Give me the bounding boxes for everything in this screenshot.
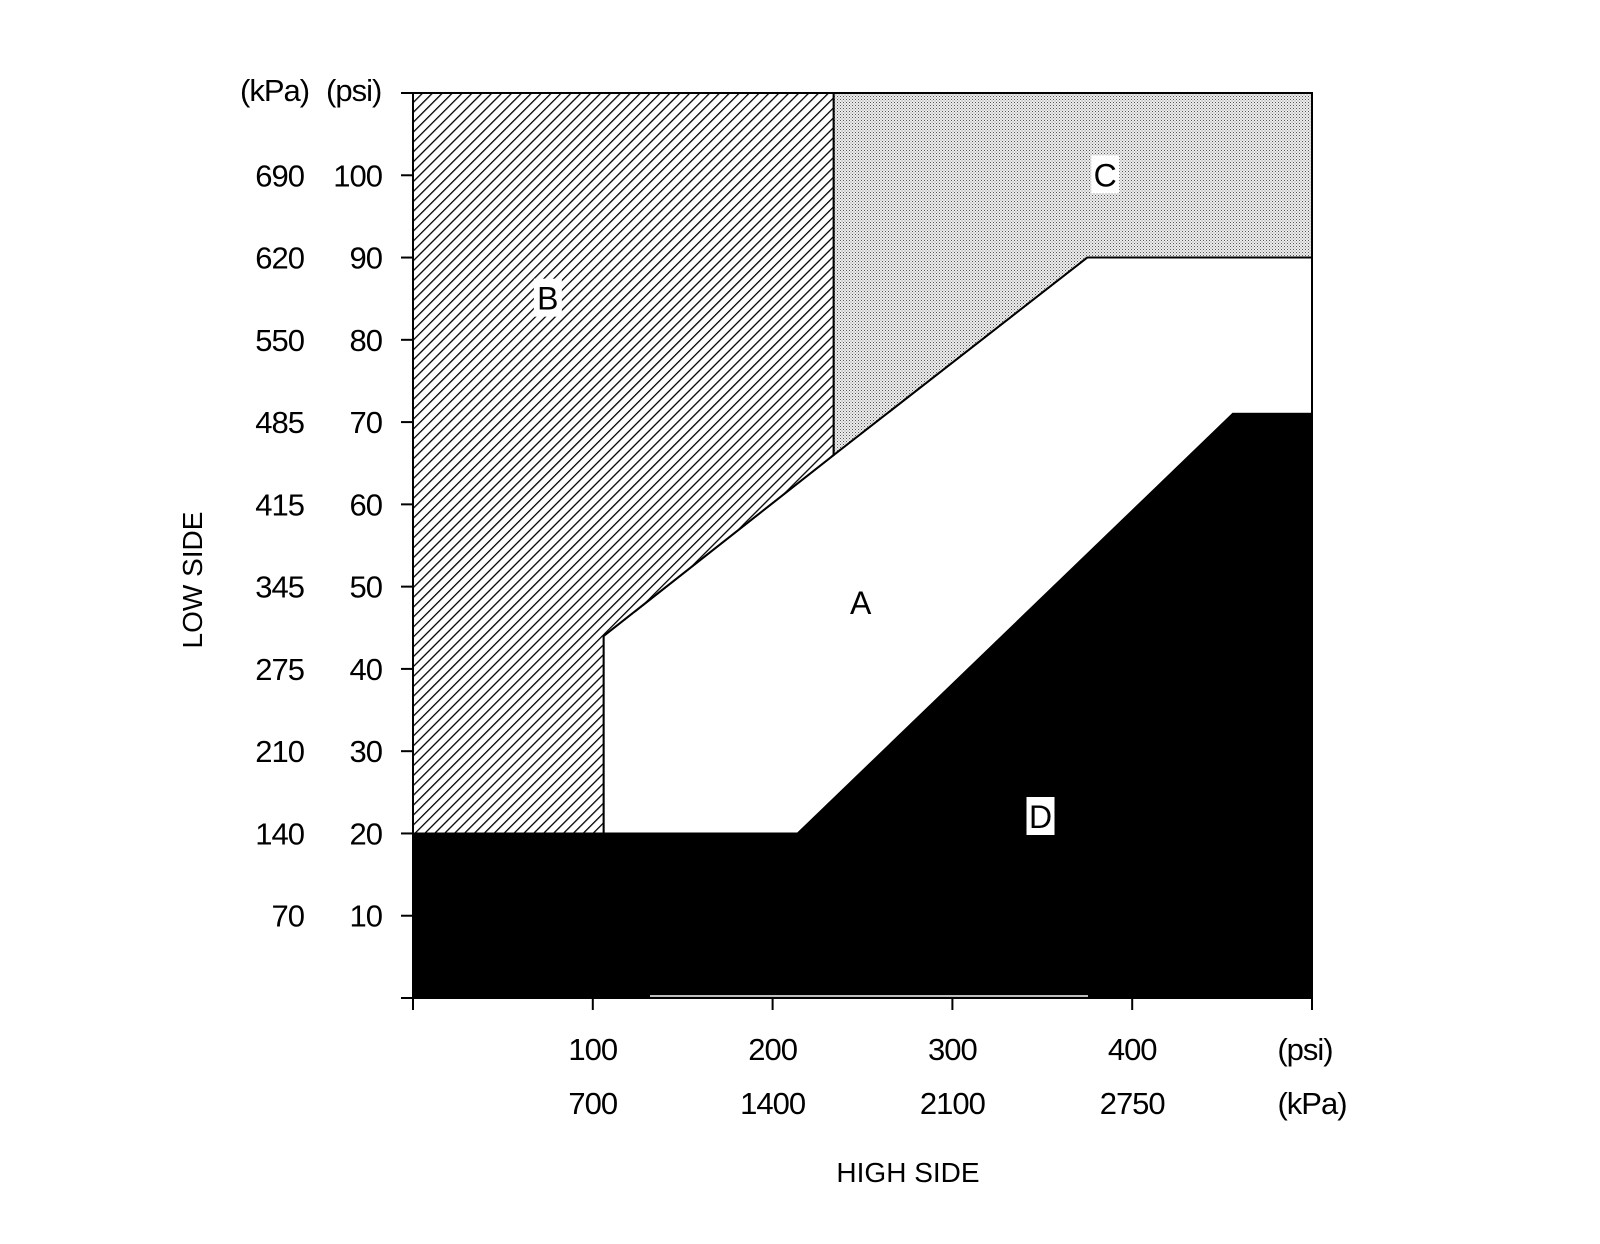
x-tick-label-kpa: 2750 [1100,1086,1166,1121]
y-tick-label-psi: 20 [350,816,383,851]
region-labels: A B C D [533,155,1120,835]
y-tick-label-kpa: 550 [255,323,304,358]
region-c-label-bg [1091,155,1120,194]
y-tick-label-psi: 60 [350,487,383,522]
y-tick-label-kpa: 345 [255,570,304,605]
region-a-label: A [850,585,872,621]
x-tick-label-psi: 300 [928,1032,977,1067]
x-tick-label-kpa: 2100 [920,1086,986,1121]
x-unit-label-kpa: (kPa) [1277,1086,1346,1121]
chart-axes [401,92,1313,1010]
region-d-label-bg [1026,797,1055,835]
y-tick-label-kpa: 415 [255,487,304,522]
y-tick-label-kpa: 140 [255,816,304,851]
region-d-label: D [1029,799,1052,835]
y-tick-label-kpa: 70 [272,899,305,934]
y-unit-label-psi: (psi) [326,73,381,108]
x-unit-label-psi: (psi) [1277,1032,1332,1067]
y-tick-label-kpa: 620 [255,241,304,276]
x-tick-label-psi: 200 [748,1032,797,1067]
y-tick-label-psi: 50 [350,570,383,605]
y-tick-label-psi: 100 [333,158,382,193]
y-tick-label-psi: 90 [350,241,383,276]
x-tick-label-kpa: 700 [568,1086,617,1121]
y-tick-label-psi: 40 [350,652,383,687]
plot-frame [412,92,1313,999]
y-tick-label-psi: 80 [350,323,383,358]
y-tick-label-kpa: 690 [255,158,304,193]
y-tick-label-psi: 70 [350,405,383,440]
y-tick-label-kpa: 275 [255,652,304,687]
y-tick-labels: 70 10 140 20 210 30 275 40 345 50 415 60 485 70 550 80 6… [240,73,384,934]
region-b-label: B [537,281,558,317]
y-tick-label-psi: 10 [350,899,383,934]
region-c-label: C [1094,157,1117,193]
x-tick-label-psi: 100 [568,1032,617,1067]
region-b-label-bg [533,278,562,317]
x-tick-labels: 100 700 200 1400 300 2100 400 2750 (psi) (kPa) [568,1032,1347,1121]
y-tick-label-kpa: 210 [255,734,304,769]
x-axis-title: HIGH SIDE [836,1157,979,1188]
x-tick-label-kpa: 1400 [740,1086,806,1121]
y-axis-title: LOW SIDE [177,512,208,649]
y-tick-label-psi: 30 [350,734,383,769]
chart-regions [412,92,1313,999]
y-tick-label-kpa: 485 [255,405,304,440]
x-tick-label-psi: 400 [1108,1032,1157,1067]
y-unit-label-kpa: (kPa) [240,73,309,108]
